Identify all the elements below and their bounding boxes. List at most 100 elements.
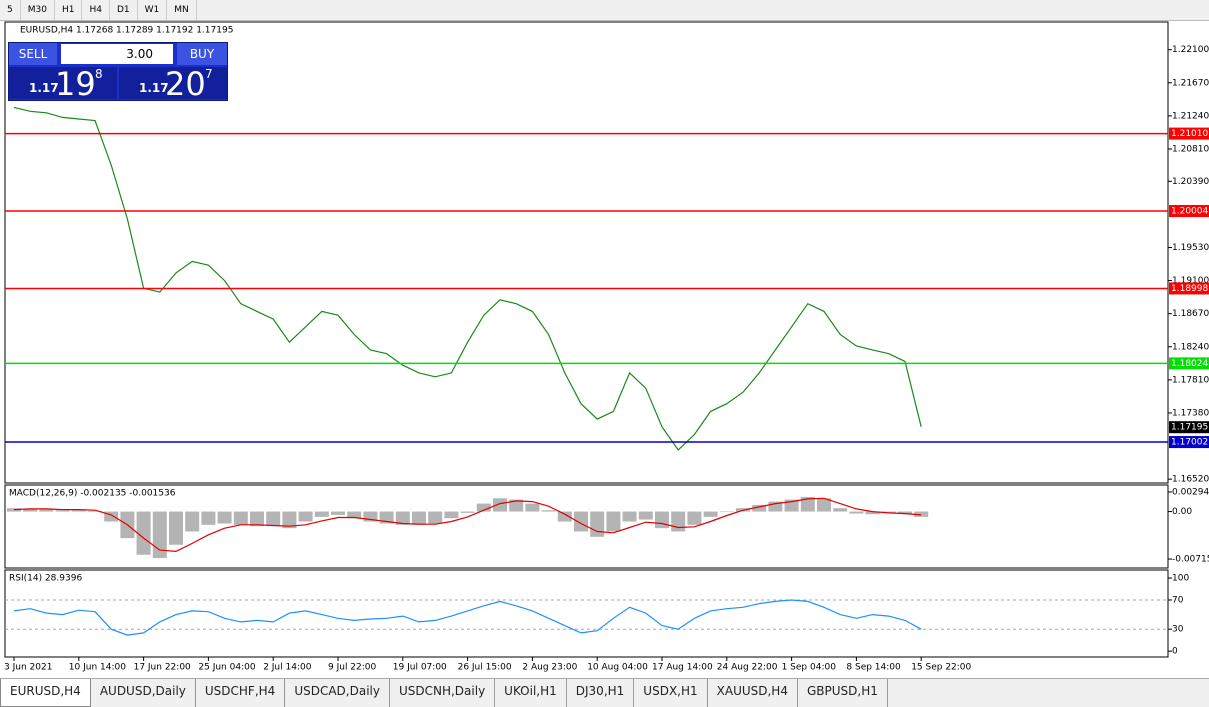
symbol-tab[interactable]: AUDUSD,Daily [91, 679, 196, 707]
macd-bar [817, 498, 831, 512]
x-tick-label: 2 Aug 23:00 [522, 663, 577, 673]
symbol-tab[interactable]: GBPUSD,H1 [798, 679, 888, 707]
macd-bar [460, 511, 475, 513]
macd-signal [13, 497, 922, 553]
macd-bar [104, 511, 119, 522]
timeframe-button[interactable]: W1 [138, 0, 168, 20]
y-tick-label: 100 [1172, 574, 1189, 584]
macd-bar [622, 511, 637, 522]
macd-bar [557, 511, 572, 522]
timeframe-button[interactable]: M30 [21, 0, 55, 20]
symbol-tab[interactable]: UKOil,H1 [495, 679, 567, 707]
level-label: 1.17195 [1171, 423, 1208, 433]
macd-bar [412, 511, 426, 525]
y-tick-label: 1.21670 [1172, 78, 1209, 88]
y-tick-label: 1.17810 [1172, 375, 1209, 385]
timeframe-button[interactable]: 5 [0, 0, 21, 20]
macd-bar [687, 511, 702, 525]
macd-bar [169, 511, 183, 545]
buy-button[interactable]: BUY [177, 43, 227, 65]
y-tick-label: 0 [1172, 647, 1178, 657]
y-tick-label: 1.18240 [1172, 342, 1209, 352]
level-label: 1.20004 [1171, 207, 1208, 217]
level-tag [1169, 205, 1209, 218]
x-tick-label: 26 Jul 15:00 [458, 663, 512, 673]
x-tick-label: 17 Jun 22:00 [134, 663, 191, 673]
macd-bar [185, 511, 200, 532]
sell-button[interactable]: SELL [9, 43, 57, 65]
macd-bar [395, 511, 410, 525]
x-tick-label: 19 Jul 07:00 [393, 663, 447, 673]
macd-bar [525, 503, 540, 512]
macd-bar [314, 511, 329, 517]
symbol-tab[interactable]: EURUSD,H4 [0, 679, 91, 707]
macd-bar [590, 511, 605, 537]
macd-bar [71, 510, 86, 512]
y-tick-label: 1.21240 [1172, 111, 1209, 121]
macd-bar [493, 498, 507, 512]
level-tag [1169, 282, 1209, 295]
chart-header: EURUSD,H4 1.17268 1.17289 1.17192 1.1719… [20, 26, 233, 36]
level-tag [1169, 421, 1209, 434]
macd-bar [541, 510, 556, 512]
macd-bar [331, 511, 345, 515]
macd-bar [39, 509, 54, 512]
symbol-tab[interactable]: USDCHF,H4 [196, 679, 286, 707]
chart-window: EURUSD,H4 1.17268 1.17289 1.17192 1.1719… [4, 21, 1209, 673]
y-tick-label: 1.20390 [1172, 177, 1209, 187]
y-tick-label: 70 [1172, 595, 1184, 605]
timeframe-button[interactable]: D1 [110, 0, 138, 20]
macd-bar [266, 511, 281, 527]
symbol-tabs: EURUSD,H4 AUDUSD,Daily USDCHF,H4 USDCAD,Dai… [0, 678, 1209, 707]
trade-panel: SELL 3.00 BUY 1.17 19 8 1.17 20 7 [8, 42, 228, 103]
macd-bar [428, 511, 443, 524]
macd-bar [606, 511, 621, 532]
rsi-title: RSI(14) 28.9396 [9, 574, 82, 584]
symbol-tab[interactable]: DJ30,H1 [567, 679, 635, 707]
x-tick-label: 3 Jun 2021 [4, 663, 52, 673]
symbol-tab[interactable]: USDX,H1 [634, 679, 708, 707]
lots-input[interactable]: 3.00 [61, 44, 173, 64]
x-tick-label: 9 Jul 22:00 [328, 663, 377, 673]
x-tick-label: 8 Sep 14:00 [846, 663, 901, 673]
macd-bar [800, 496, 815, 512]
symbol-tab[interactable]: XAUUSD,H4 [708, 679, 798, 707]
symbol-tab[interactable]: USDCNH,Daily [390, 679, 496, 707]
buy-main: 20 [165, 65, 206, 103]
macd-bar [250, 511, 264, 527]
buy-big: 1.17 [139, 81, 169, 95]
macd-bar [752, 504, 767, 512]
macd-bar [233, 511, 248, 525]
sell-price[interactable]: 1.17 19 8 [9, 65, 117, 103]
symbol-tab[interactable]: USDCAD,Daily [285, 679, 390, 707]
macd-bar [509, 499, 524, 512]
macd-bar [282, 511, 297, 529]
timeframe-button[interactable]: H1 [55, 0, 83, 20]
macd-bar [574, 511, 588, 532]
rsi-pane [4, 569, 1169, 658]
y-tick-label: 0.00 [1172, 507, 1192, 517]
x-tick-label: 24 Aug 22:00 [717, 663, 778, 673]
level-tag [1169, 357, 1209, 370]
x-tick-label: 25 Jun 04:00 [198, 663, 255, 673]
macd-bar [136, 511, 151, 555]
y-tick-label: -0.007153 [1172, 555, 1209, 565]
macd-bar [881, 511, 896, 513]
x-tick-label: 15 Sep 22:00 [911, 663, 971, 673]
level-label: 1.18998 [1171, 284, 1208, 294]
y-tick-label: 1.17380 [1172, 408, 1209, 418]
timeframe-button[interactable]: H4 [82, 0, 110, 20]
macd-bar [638, 511, 653, 520]
buy-price[interactable]: 1.17 20 7 [119, 65, 227, 103]
buy-sup: 7 [205, 67, 213, 81]
macd-bar [88, 510, 102, 512]
timeframe-button[interactable]: MN [167, 0, 197, 20]
sell-main: 19 [55, 65, 96, 103]
x-tick-label: 17 Aug 14:00 [652, 663, 713, 673]
macd-bar [347, 511, 362, 519]
y-tick-label: 1.20810 [1172, 144, 1209, 154]
macd-bar [655, 511, 669, 529]
y-tick-label: 1.19100 [1172, 276, 1209, 286]
macd-bar [23, 508, 38, 512]
